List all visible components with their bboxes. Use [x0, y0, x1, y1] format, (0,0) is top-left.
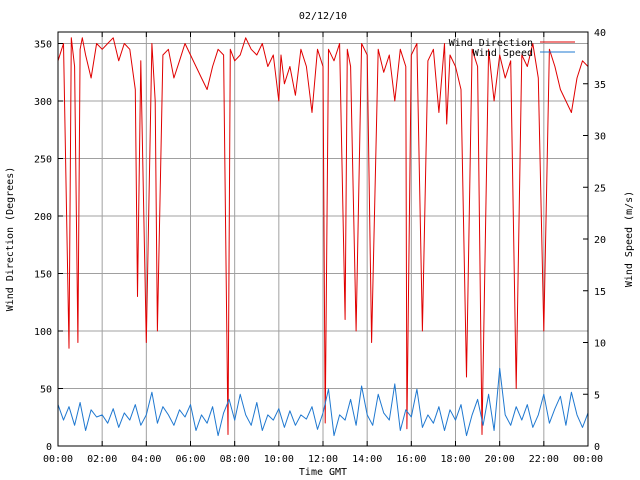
x-tick-label: 18:00 — [440, 454, 470, 465]
y-left-tick-label: 200 — [34, 212, 52, 223]
x-axis-label: Time GMT — [299, 467, 347, 478]
chart-title: 02/12/10 — [299, 11, 347, 22]
y-left-tick-label: 50 — [40, 385, 52, 396]
y-left-tick-label: 150 — [34, 270, 52, 281]
y-left-tick-label: 350 — [34, 40, 52, 51]
legend-label-wind-direction: Wind Direction — [449, 38, 533, 49]
y-right-tick-label: 20 — [594, 235, 606, 246]
wind-direction-line — [57, 37, 589, 435]
x-tick-label: 02:00 — [87, 454, 117, 465]
x-tick-label: 14:00 — [352, 454, 382, 465]
y-left-tick-label: 100 — [34, 327, 52, 338]
y-left-axis-label: Wind Direction (Degrees) — [5, 167, 16, 312]
x-tick-label: 10:00 — [264, 454, 294, 465]
legend: Wind Direction Wind Speed — [449, 38, 575, 59]
y-right-tick-label: 25 — [594, 183, 606, 194]
y-right-tick-label: 10 — [594, 339, 606, 350]
series-layer — [57, 37, 589, 437]
y-left-tick-label: 250 — [34, 155, 52, 166]
y-right-tick-label: 35 — [594, 80, 606, 91]
y-right-tick-label: 0 — [594, 442, 600, 453]
x-tick-label: 20:00 — [485, 454, 515, 465]
x-tick-label: 06:00 — [175, 454, 205, 465]
x-tick-label: 22:00 — [529, 454, 559, 465]
y-right-tick-label: 15 — [594, 287, 606, 298]
legend-label-wind-speed: Wind Speed — [473, 48, 533, 59]
grid-layer — [58, 32, 588, 446]
x-tick-label: 00:00 — [43, 454, 73, 465]
tick-layer — [57, 31, 589, 447]
x-tick-label: 00:00 — [573, 454, 603, 465]
x-tick-label: 08:00 — [220, 454, 250, 465]
x-tick-label: 04:00 — [131, 454, 161, 465]
x-tick-label: 16:00 — [396, 454, 426, 465]
label-layer: 00:00 02:00 04:00 06:00 08:00 10:00 12:00 14:00… — [34, 28, 606, 465]
y-right-tick-label: 30 — [594, 132, 606, 143]
y-right-tick-label: 5 — [594, 390, 600, 401]
x-tick-label: 12:00 — [308, 454, 338, 465]
y-left-tick-label: 300 — [34, 97, 52, 108]
wind-speed-line — [57, 367, 589, 437]
y-left-tick-label: 0 — [46, 442, 52, 453]
y-right-tick-label: 40 — [594, 28, 606, 39]
y-right-axis-label: Wind Speed (m/s) — [624, 191, 635, 287]
